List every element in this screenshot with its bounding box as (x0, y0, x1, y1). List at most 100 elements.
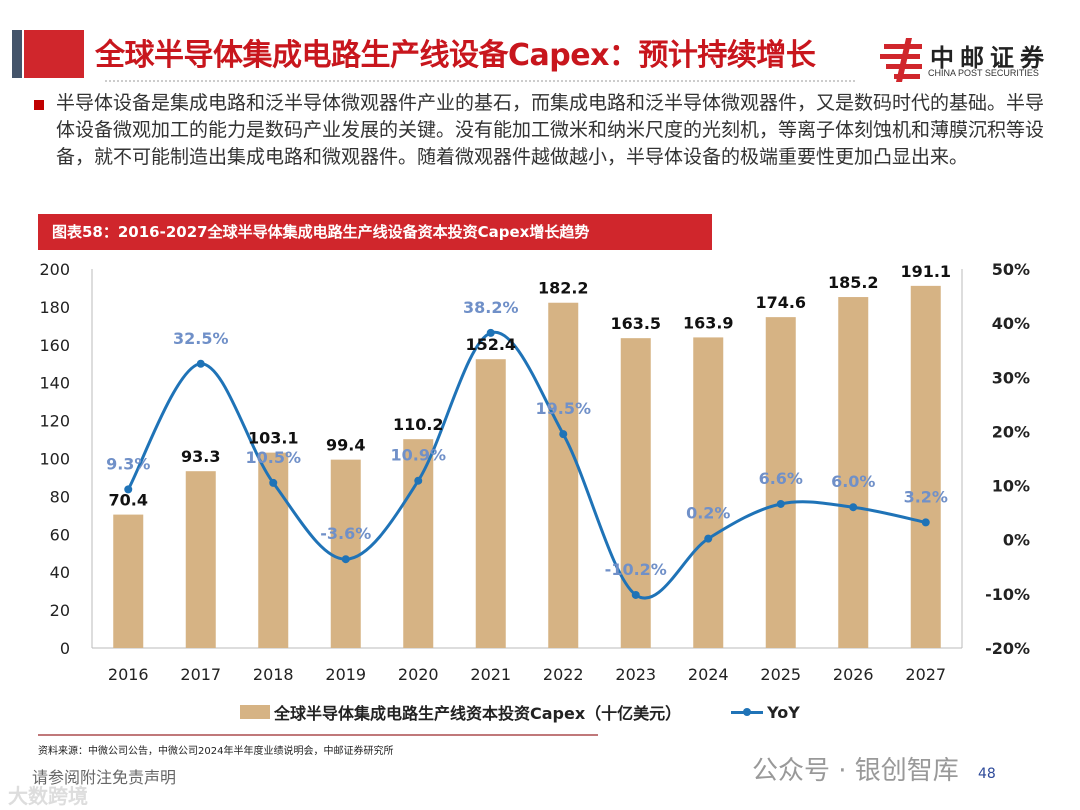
y-left-tick-label: 140 (39, 374, 70, 393)
x-tick-label: 2017 (180, 665, 221, 684)
y-left-tick-label: 20 (50, 601, 70, 620)
title-accent-gray (12, 30, 22, 78)
title-accent-red (24, 30, 84, 78)
x-tick-label: 2020 (398, 665, 439, 684)
china-post-logo-icon (880, 38, 922, 82)
bar (403, 439, 434, 648)
y-left-tick-label: 180 (39, 298, 70, 317)
yoy-point (921, 518, 930, 527)
legend-swatch-bar (240, 705, 270, 719)
bar-value-label: 103.1 (248, 429, 299, 448)
source-divider (38, 734, 598, 736)
source-note: 资料来源：中微公司公告，中微公司2024年半年度业绩说明会，中邮证券研究所 (38, 746, 394, 757)
y-left-tick-label: 100 (39, 450, 70, 469)
y-right-tick-label: 50% (992, 260, 1030, 279)
y-left-tick-label: 160 (39, 336, 70, 355)
x-tick-label: 2023 (615, 665, 656, 684)
y-right-tick-label: 40% (992, 314, 1030, 333)
bar-value-label: 163.5 (610, 314, 661, 333)
yoy-point (341, 555, 350, 564)
yoy-value-label: 6.0% (831, 472, 875, 491)
yoy-value-label: 38.2% (463, 298, 519, 317)
yoy-value-label: 32.5% (173, 329, 229, 348)
watermark-brand: 大数跨境 (8, 784, 88, 808)
bar-value-label: 70.4 (109, 491, 148, 510)
x-tick-label: 2027 (905, 665, 946, 684)
bar (910, 285, 941, 648)
bar (838, 297, 869, 648)
bar-value-label: 174.6 (755, 293, 806, 312)
bar (330, 459, 361, 648)
bar-value-label: 191.1 (900, 262, 951, 281)
yoy-value-label: -3.6% (320, 524, 371, 543)
yoy-value-label: 0.2% (686, 504, 730, 523)
yoy-value-label: 19.5% (535, 399, 591, 418)
y-left-tick-label: 0 (60, 639, 70, 658)
bullet-icon (34, 100, 44, 110)
yoy-point (559, 430, 568, 439)
x-tick-label: 2019 (325, 665, 366, 684)
figure-caption: 图表58：2016-2027全球半导体集成电路生产线设备资本投资Capex增长趋… (38, 214, 712, 250)
yoy-point (631, 590, 640, 599)
y-left-tick-label: 200 (39, 260, 70, 279)
bar (548, 302, 579, 648)
y-right-tick-label: 10% (992, 477, 1030, 496)
yoy-point (704, 534, 713, 543)
disclaimer: 请参阅附注免责声明 (32, 768, 177, 787)
bar-value-label: 163.9 (683, 313, 734, 332)
page-number: 48 (978, 766, 996, 782)
x-tick-label: 2021 (470, 665, 511, 684)
yoy-point (124, 485, 133, 494)
yoy-value-label: 9.3% (106, 454, 150, 473)
x-tick-label: 2024 (688, 665, 729, 684)
x-tick-label: 2016 (108, 665, 149, 684)
yoy-point (196, 359, 205, 368)
bar-value-label: 110.2 (393, 415, 444, 434)
y-left-tick-label: 80 (50, 487, 70, 506)
legend-label-yoy: YoY (767, 702, 800, 722)
y-right-tick-label: 30% (992, 368, 1030, 387)
yoy-value-label: 10.5% (245, 448, 301, 467)
bar-value-label: 93.3 (181, 447, 220, 466)
logo-text-en: CHINA POST SECURITIES (928, 68, 1039, 78)
page-title: 全球半导体集成电路生产线设备Capex：预计持续增长 (95, 38, 816, 73)
yoy-point (776, 499, 785, 508)
yoy-value-label: 3.2% (904, 487, 948, 506)
y-right-tick-label: -10% (985, 585, 1030, 604)
body-paragraph: 半导体设备是集成电路和泛半导体微观器件产业的基石，而集成电路和泛半导体微观器件，… (56, 92, 1045, 168)
yoy-value-label: 6.6% (759, 469, 803, 488)
legend: 全球半导体集成电路生产线资本投资Capex（十亿美元） YoY (240, 700, 800, 724)
y-left-tick-label: 120 (39, 412, 70, 431)
bar (475, 359, 506, 648)
bar-value-label: 152.4 (465, 335, 516, 354)
bar-value-label: 99.4 (326, 436, 365, 455)
y-right-tick-label: 0% (1003, 531, 1030, 550)
x-tick-label: 2025 (760, 665, 801, 684)
yoy-point (414, 476, 423, 485)
x-tick-label: 2022 (543, 665, 584, 684)
bar (765, 317, 796, 648)
title-divider (105, 80, 855, 82)
legend-swatch-line (731, 707, 764, 716)
bar (185, 471, 216, 648)
y-left-tick-label: 60 (50, 525, 70, 544)
x-tick-label: 2018 (253, 665, 294, 684)
y-right-tick-label: 20% (992, 422, 1030, 441)
yoy-point (269, 478, 278, 487)
watermark-wechat: 公众号 · 银创智库 (752, 756, 959, 786)
y-right-tick-label: -20% (985, 639, 1030, 658)
logo: 中邮证券 CHINA POST SECURITIES (880, 38, 1050, 82)
bar (693, 337, 724, 648)
yoy-value-label: 10.9% (390, 446, 446, 465)
yoy-line (126, 330, 927, 600)
yoy-value-label: -10.2% (605, 560, 667, 579)
bar-value-label: 182.2 (538, 279, 589, 298)
yoy-point (486, 328, 495, 337)
x-tick-label: 2026 (833, 665, 874, 684)
legend-label-capex: 全球半导体集成电路生产线资本投资Capex（十亿美元） (274, 704, 682, 723)
bar (620, 338, 651, 648)
yoy-point (849, 503, 858, 512)
logo-text-cn: 中邮证券 (930, 44, 1050, 72)
